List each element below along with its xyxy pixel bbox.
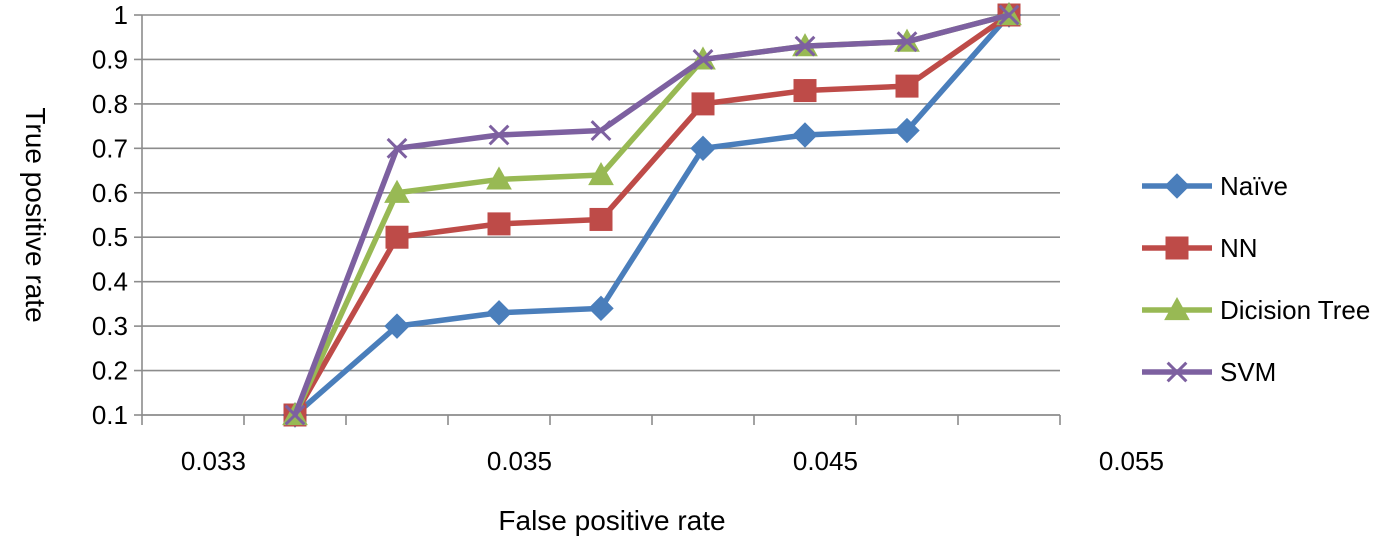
data-point-triangle bbox=[588, 161, 614, 186]
y-tick-label: 0.2 bbox=[92, 356, 128, 386]
series-na-ve bbox=[282, 2, 1022, 428]
series-line bbox=[292, 12, 1011, 417]
legend: Naïve NN Dicision Tree SVM bbox=[1142, 171, 1370, 387]
data-point-x bbox=[488, 124, 510, 146]
y-tick-label: 0.7 bbox=[92, 133, 128, 163]
data-point-square bbox=[1165, 236, 1189, 260]
data-point-square bbox=[895, 74, 919, 98]
data-point-x bbox=[692, 49, 714, 70]
x-tick-label: 0.055 bbox=[1099, 446, 1164, 476]
data-point-square bbox=[487, 212, 511, 236]
legend-label: NN bbox=[1220, 233, 1258, 263]
data-point-diamond bbox=[1164, 173, 1190, 199]
legend-label: SVM bbox=[1220, 357, 1276, 387]
data-point-square bbox=[589, 207, 613, 231]
data-point-diamond bbox=[486, 300, 512, 326]
series-svm bbox=[284, 4, 1020, 426]
data-point-diamond bbox=[690, 135, 716, 162]
series-dicision-tree bbox=[282, 1, 1022, 426]
x-tick-label: 0.045 bbox=[793, 446, 858, 476]
legend-item: SVM bbox=[1142, 357, 1276, 387]
legend-label: Naïve bbox=[1220, 171, 1288, 201]
series-layer bbox=[282, 1, 1022, 428]
series-nn bbox=[283, 3, 1021, 427]
series-line bbox=[292, 12, 1010, 416]
series-line bbox=[293, 13, 1012, 418]
y-tick-label: 0.8 bbox=[92, 89, 128, 119]
data-point-diamond bbox=[588, 295, 614, 322]
y-tick-label: 0.1 bbox=[92, 400, 128, 430]
data-point-x bbox=[284, 404, 306, 426]
legend-item: Naïve bbox=[1142, 171, 1288, 201]
legend-label: Dicision Tree bbox=[1220, 295, 1370, 325]
x-tick-label: 0.033 bbox=[181, 446, 246, 476]
data-point-triangle bbox=[486, 166, 512, 190]
data-point-diamond bbox=[384, 313, 410, 339]
y-tick-label: 1 bbox=[114, 0, 128, 30]
data-point-x bbox=[386, 137, 408, 159]
data-point-diamond bbox=[894, 117, 920, 144]
legend-item: Dicision Tree bbox=[1142, 295, 1370, 325]
axis-layer: 0.1 0.2 0.3 0.4 0.5 0.6 0.7 0.8 0.9 1 0.033 0.035 0.… bbox=[92, 0, 1164, 476]
legend-item: NN bbox=[1142, 233, 1258, 263]
data-point-x bbox=[590, 120, 612, 141]
data-point-x bbox=[998, 4, 1020, 26]
data-point-diamond bbox=[792, 122, 818, 148]
y-tick-label: 0.5 bbox=[92, 222, 128, 252]
y-tick-label: 0.6 bbox=[92, 178, 128, 208]
data-point-x bbox=[1166, 361, 1188, 383]
data-point-triangle bbox=[384, 179, 410, 203]
data-point-square bbox=[793, 79, 817, 103]
x-axis-title: False positive rate bbox=[498, 505, 725, 536]
x-tick-label: 0.035 bbox=[487, 446, 552, 476]
y-axis-title: True positive rate bbox=[20, 107, 51, 322]
y-tick-label: 0.3 bbox=[92, 311, 128, 341]
data-point-x bbox=[794, 35, 816, 57]
data-point-x bbox=[896, 31, 918, 53]
grid-layer bbox=[142, 14, 1060, 416]
data-point-square bbox=[691, 92, 715, 116]
y-tick-label: 0.9 bbox=[92, 44, 128, 74]
y-tick-label: 0.4 bbox=[92, 267, 128, 297]
data-point-triangle bbox=[1164, 296, 1190, 321]
data-point-square bbox=[385, 225, 409, 249]
